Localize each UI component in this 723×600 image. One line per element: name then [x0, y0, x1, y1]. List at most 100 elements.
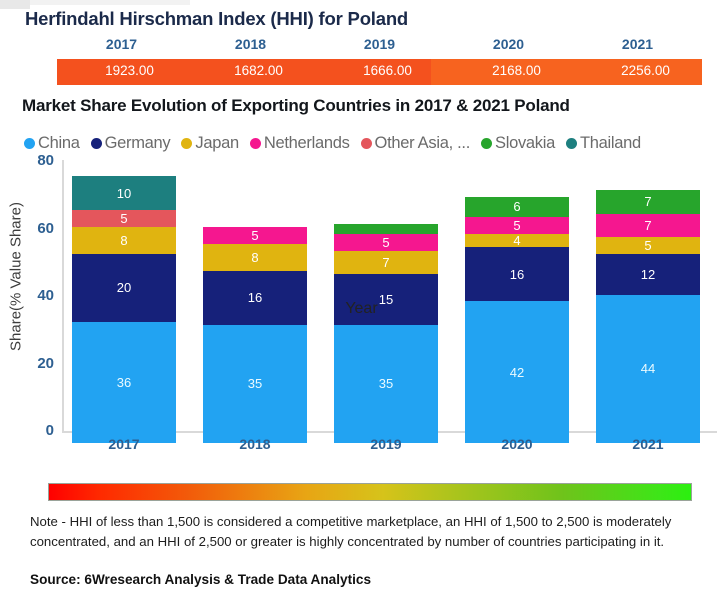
bar-segment[interactable]: 5	[334, 233, 438, 251]
bar-segment[interactable]: 8	[72, 227, 176, 254]
bar-segment[interactable]: 5	[72, 210, 176, 227]
legend-item-thailand[interactable]: Thailand	[565, 133, 641, 153]
bar-segment-label: 8	[120, 233, 128, 248]
y-axis-title: Share(% Value Share)	[7, 202, 25, 351]
bar-segment[interactable]: 8	[203, 243, 307, 271]
bar-segment[interactable]: 5	[203, 227, 307, 244]
bar-segment[interactable]: 36	[72, 321, 176, 443]
hhi-gradient-scale	[48, 483, 692, 501]
bar-segment[interactable]: 35	[203, 324, 307, 443]
legend-item-slovakia[interactable]: Slovakia	[481, 134, 555, 153]
hhi-band-left	[57, 59, 432, 85]
legend-label: Other Asia, ...	[374, 133, 471, 152]
legend-label: Slovakia	[495, 133, 555, 152]
legend-label: Netherlands	[263, 133, 350, 152]
page-title: Herfindahl Hirschman Index (HHI) for Pol…	[25, 8, 409, 29]
bar-group[interactable]: 5 8 16 35	[203, 227, 307, 443]
bar-segment[interactable]: 7	[596, 189, 700, 214]
legend-label: Germany	[104, 133, 171, 152]
note-text: Note - HHI of less than 1,500 is conside…	[30, 514, 672, 550]
bar-segment-label: 5	[513, 217, 521, 233]
source-text: Source: 6Wresearch Analysis & Trade Data…	[30, 572, 371, 587]
bar-segment[interactable]: 5	[596, 237, 700, 254]
legend-item-japan[interactable]: Japan	[181, 133, 239, 153]
legend-item-other-asia[interactable]: Other Asia, ...	[360, 133, 471, 153]
bar-segment[interactable]: 35	[334, 324, 438, 443]
hhi-value: 1666.00	[363, 63, 412, 78]
bar-group[interactable]: 10 5 8 20 36	[72, 176, 176, 443]
bar-segment[interactable]: 15	[334, 274, 438, 325]
bar-segment-label: 5	[644, 238, 652, 254]
hhi-value-band: 1923.00 1682.00 1666.00 2168.00 2256.00	[57, 59, 702, 85]
bar-segment-label: 16	[509, 266, 525, 282]
bar-segment[interactable]	[334, 223, 438, 234]
bar-segment[interactable]: 16	[203, 270, 307, 325]
bar-segment[interactable]: 20	[72, 254, 176, 322]
bar-group[interactable]: 5 7 15 35	[334, 223, 438, 443]
x-axis-tick: 2021	[632, 436, 664, 452]
legend-item-china[interactable]: China	[24, 134, 80, 153]
hhi-value: 2256.00	[621, 63, 670, 78]
legend-dot-icon	[565, 137, 577, 149]
legend-dot-icon	[181, 137, 193, 149]
bar-segment-label: 35	[378, 376, 394, 392]
x-axis-title: Year	[345, 300, 378, 317]
bar-segment[interactable]: 44	[596, 294, 700, 443]
bar-segment[interactable]: 16	[465, 247, 569, 302]
bar-segment-label: 44	[640, 361, 656, 377]
bar-segment-label: 5	[382, 234, 390, 250]
bar-segment[interactable]: 10	[72, 176, 176, 211]
x-axis-tick: 2017	[108, 436, 140, 452]
legend-item-netherlands[interactable]: Netherlands	[249, 133, 350, 153]
legend-label: Japan	[195, 133, 239, 152]
bar-segment-label: 20	[116, 280, 132, 296]
y-axis-tick: 20	[37, 354, 54, 372]
legend-item-germany[interactable]: Germany	[90, 133, 171, 153]
legend-dot-icon	[360, 137, 372, 149]
bar-segment[interactable]: 4	[465, 233, 569, 248]
bar-segment[interactable]: 42	[465, 301, 569, 443]
bar-segment-label: 12	[640, 266, 656, 282]
bar-segment[interactable]: 5	[465, 216, 569, 234]
bar-segment[interactable]: 7	[334, 250, 438, 275]
top-left-strip	[0, 0, 30, 9]
bar-segment-label: 35	[247, 376, 263, 392]
bar-segment[interactable]: 12	[596, 254, 700, 295]
bar-segment-label: 6	[513, 199, 521, 215]
y-axis-line	[62, 160, 64, 432]
y-axis-tick: 40	[37, 287, 54, 304]
y-axis-tick: 0	[45, 422, 54, 439]
bar-segment-label: 4	[513, 233, 521, 248]
bar-segment-label: 42	[509, 364, 525, 380]
legend-label: China	[38, 133, 80, 152]
y-axis-tick: 80	[37, 152, 54, 169]
hhi-value: 2168.00	[492, 63, 541, 78]
legend-dot-icon	[481, 137, 492, 149]
bar-segment-label: 16	[247, 290, 263, 306]
bar-segment-label: 10	[116, 185, 132, 201]
hhi-year-label: 2017	[105, 36, 138, 52]
bar-segment-label: 15	[378, 292, 394, 308]
hhi-value: 1923.00	[105, 63, 154, 78]
bar-segment-label: 5	[251, 227, 259, 243]
chart-subtitle: Market Share Evolution of Exporting Coun…	[22, 96, 570, 115]
legend-dot-icon	[90, 137, 102, 149]
bar-segment[interactable]: 7	[596, 213, 700, 238]
x-axis-tick: 2020	[501, 436, 533, 452]
bar-group[interactable]: 7 7 5 12 44	[596, 189, 700, 443]
bar-segment-label: 8	[251, 249, 259, 265]
hhi-year-label: 2020	[492, 36, 525, 52]
stacked-bar-chart: Share(% Value Share) 0 20 40 60 80 10 5 8 20 36 20…	[0, 152, 723, 452]
x-axis-tick: 2019	[370, 436, 402, 452]
bar-group[interactable]: 6 5 4 16 42	[465, 196, 569, 443]
hhi-year-label: 2019	[363, 36, 396, 52]
bar-segment-label: 5	[120, 211, 128, 227]
bar-segment-label: 7	[644, 194, 652, 210]
bar-segment-label: 7	[382, 254, 390, 270]
chart-legend: China Germany Japan Netherlands Other Asia, …	[24, 132, 714, 154]
legend-dot-icon	[249, 137, 261, 149]
x-axis-tick: 2018	[239, 436, 271, 452]
legend-label: Thailand	[579, 133, 641, 152]
hhi-year-label: 2021	[621, 36, 654, 52]
bar-segment[interactable]: 6	[465, 196, 569, 217]
